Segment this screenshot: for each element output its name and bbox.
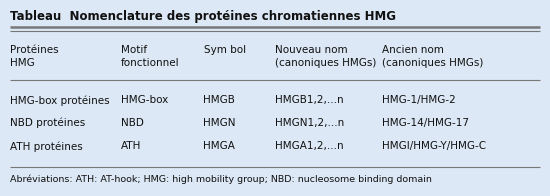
Text: HMG-box protéines: HMG-box protéines bbox=[10, 95, 109, 105]
Text: Sym bol: Sym bol bbox=[204, 45, 246, 55]
Text: HMGB1,2,...n: HMGB1,2,...n bbox=[275, 95, 344, 105]
Text: Ancien nom
(canoniques HMGs): Ancien nom (canoniques HMGs) bbox=[382, 45, 483, 68]
Text: HMG-1/HMG-2: HMG-1/HMG-2 bbox=[382, 95, 456, 105]
Text: HMG-14/HMG-17: HMG-14/HMG-17 bbox=[382, 118, 469, 128]
Text: ATH: ATH bbox=[121, 141, 141, 151]
Text: Motif
fonctionnel: Motif fonctionnel bbox=[121, 45, 180, 68]
Text: Protéines
HMG: Protéines HMG bbox=[10, 45, 58, 68]
Text: HMGA1,2,...n: HMGA1,2,...n bbox=[275, 141, 344, 151]
Text: HMG-box: HMG-box bbox=[121, 95, 168, 105]
Text: Nouveau nom
(canoniques HMGs): Nouveau nom (canoniques HMGs) bbox=[275, 45, 376, 68]
Text: HMGN: HMGN bbox=[204, 118, 236, 128]
Text: ATH protéines: ATH protéines bbox=[10, 141, 82, 152]
Text: NBD: NBD bbox=[121, 118, 144, 128]
Text: HMGN1,2,...n: HMGN1,2,...n bbox=[275, 118, 344, 128]
Text: HMGB: HMGB bbox=[204, 95, 235, 105]
Text: NBD protéines: NBD protéines bbox=[10, 118, 85, 129]
Text: Tableau  Nomenclature des protéines chromatiennes HMG: Tableau Nomenclature des protéines chrom… bbox=[10, 10, 396, 23]
Text: HMGI/HMG-Y/HMG-C: HMGI/HMG-Y/HMG-C bbox=[382, 141, 486, 151]
Text: Abréviations: ATH: AT-hook; HMG: high mobility group; NBD: nucleosome binding do: Abréviations: ATH: AT-hook; HMG: high mo… bbox=[10, 175, 432, 184]
Text: HMGA: HMGA bbox=[204, 141, 235, 151]
